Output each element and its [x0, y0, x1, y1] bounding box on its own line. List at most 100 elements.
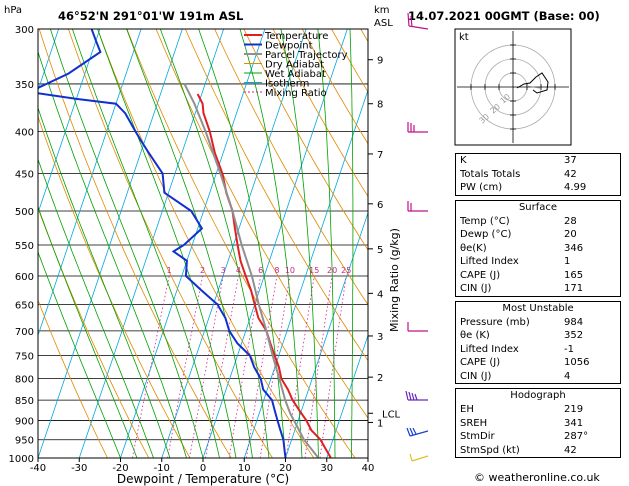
series-line-dewpoint [38, 29, 287, 458]
stat-row-pw: PW (cm) 4.99 [456, 181, 620, 195]
x-tick-label: -10 [154, 463, 170, 474]
x-tick-label: 20 [279, 463, 292, 474]
wet-adiabat-line [38, 106, 171, 458]
stat-label: Lifted Index [460, 343, 519, 355]
stat-label: CIN (J) [460, 283, 492, 294]
legend-label-dry-adiabat: Dry Adiabat [265, 60, 324, 71]
stats-surface-box: Surface Temp (°C) 28 Dewp (°C) 20 θe(K) 346… [455, 199, 621, 297]
km-tick-label: 8 [377, 100, 383, 111]
wet-adiabat-line [50, 29, 204, 458]
wet-adiabat-line [126, 29, 253, 458]
stat-row-totals-totals: Totals Totals 42 [456, 168, 620, 182]
wind-barb-1000 [409, 453, 429, 462]
stat-value: 352 [564, 330, 584, 341]
stat-value: 4 [564, 370, 571, 382]
stat-value: 219 [564, 404, 584, 415]
legend-label-mixing-ratio: Mixing Ratio [265, 88, 327, 99]
dry-adiabat-line [38, 207, 150, 458]
series-line-parcel-trajectory [183, 83, 320, 458]
asl-label: ASL [374, 18, 393, 29]
km-tick-label: 7 [377, 150, 383, 161]
wet-adiabat-line [38, 50, 187, 458]
wet-adiabat-line [38, 158, 154, 458]
stat-label: θe (K) [460, 330, 490, 341]
dry-adiabat-line [214, 29, 368, 306]
pressure-tick-label: 300 [15, 25, 34, 36]
stat-label: EH [460, 404, 474, 415]
stat-label: Pressure (mb) [460, 316, 530, 328]
isotherm-line [38, 29, 101, 215]
mixing-ratio-line [319, 275, 347, 458]
mixing-ratio-label: 25 [341, 266, 351, 275]
stat-row-cape: CAPE (J) 165 [456, 269, 620, 283]
stat-value: 346 [564, 242, 584, 254]
isotherm-line [120, 29, 266, 458]
stat-value: 165 [564, 269, 584, 281]
stat-row-sreh: SREH 341 [456, 417, 620, 431]
stat-row-stmdir: StmDir 287° [456, 430, 620, 444]
stats-most-unstable-box: Most Unstable Pressure (mb) 984 θe (K) 352… [455, 300, 621, 384]
hpa-label: hPa [4, 5, 22, 16]
km-tick-label: 5 [377, 245, 383, 256]
isotherm-line [38, 29, 183, 458]
stat-label: θe(K) [460, 242, 487, 254]
wet-adiabat-line [280, 29, 319, 458]
stats-surface-title: Surface [518, 201, 558, 213]
stat-label: CIN (J) [460, 370, 492, 382]
km-label: km [374, 5, 390, 16]
stat-label: PW (cm) [460, 182, 503, 193]
stat-value: 42 [564, 444, 577, 456]
pressure-tick-label: 900 [15, 416, 34, 427]
stat-row-lifted-index: Lifted Index -1 [456, 343, 620, 357]
stats-main-box: K 37 Totals Totals 42 PW (cm) 4.99 [455, 153, 621, 196]
legend-label-dewpoint: Dewpoint [265, 41, 313, 52]
location-title: 46°52'N 291°01'W 191m ASL [58, 9, 244, 23]
hodograph-kt-label: kt [459, 32, 469, 43]
stat-row-cin: CIN (J) 4 [456, 370, 620, 384]
km-tick-label: 3 [377, 332, 383, 343]
wind-barb-700 [407, 322, 428, 332]
km-tick-label: 1 [377, 418, 383, 429]
wind-barbs [405, 12, 429, 462]
mixing-ratio-line [246, 275, 278, 458]
wind-barb-400 [407, 122, 428, 133]
dry-adiabat-line [38, 299, 108, 458]
hodograph: kt 10 20 30 [454, 28, 572, 146]
stat-label: SREH [460, 417, 488, 429]
stat-label: StmSpd (kt) [460, 444, 520, 456]
series-line-temperature [196, 93, 332, 458]
stat-value: 287° [564, 431, 589, 442]
mixing-ratio-axis-label: Mixing Ratio (g/kg) [388, 228, 401, 332]
x-tick-label: 0 [200, 463, 206, 474]
stat-value: 37 [564, 155, 577, 166]
isotherm-line [202, 29, 348, 458]
mixing-ratio-label: 1 [167, 266, 172, 275]
dry-adiabat-line [272, 29, 368, 198]
dry-adiabat-line [38, 115, 191, 458]
mixing-ratio-label: 4 [236, 266, 241, 275]
wind-barb-850 [405, 390, 428, 401]
legend-label-temperature: Temperature [264, 31, 328, 42]
legend: Temperature Dewpoint Parcel Trajectory D… [244, 31, 348, 99]
wet-adiabat-line [367, 439, 368, 458]
legend-label-parcel: Parcel Trajectory [265, 50, 348, 61]
dry-adiabat-line [184, 29, 368, 362]
hodograph-trace-light [525, 85, 541, 89]
x-tick-label: 40 [362, 463, 375, 474]
pressure-tick-label: 600 [15, 272, 34, 283]
stat-row-cin: CIN (J) 171 [456, 282, 620, 296]
mixing-ratio-label: 8 [274, 266, 279, 275]
stat-label: StmDir [460, 431, 495, 442]
km-tick-label: 6 [377, 200, 383, 211]
x-tick-label: 10 [238, 463, 251, 474]
stats-most-unstable-title: Most Unstable [502, 302, 574, 314]
wet-adiabat-line [349, 29, 354, 458]
stat-value: 42 [564, 168, 577, 180]
mixing-ratio-line [304, 275, 333, 458]
stat-row-theta-e: θe(K) 346 [456, 242, 620, 256]
hodograph-axis-ticks [470, 44, 556, 130]
wind-barb-500 [407, 201, 428, 212]
stat-label: Totals Totals [460, 168, 521, 180]
pressure-tick-label: 450 [15, 169, 34, 180]
